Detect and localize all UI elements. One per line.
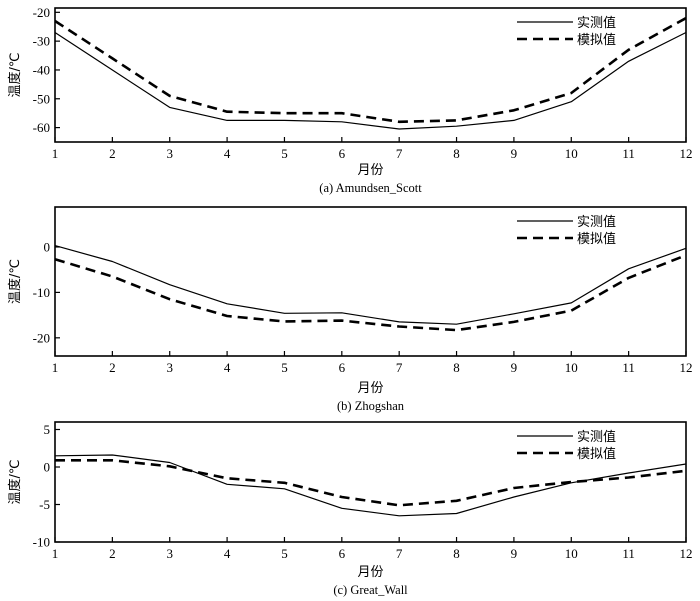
series-line-simulated	[55, 458, 687, 507]
x-tick-label: 10	[565, 360, 578, 375]
y-tick-label: -30	[33, 34, 50, 49]
x-tick-label: 6	[339, 546, 346, 561]
x-tick-label: 2	[109, 360, 116, 375]
y-tick-label: -60	[33, 120, 50, 135]
x-tick-label: 9	[511, 360, 518, 375]
x-tick-label: 8	[453, 546, 460, 561]
x-tick-label: 12	[680, 146, 693, 161]
x-tick-label: 4	[224, 146, 231, 161]
y-axis-title: 温度/℃	[7, 53, 23, 98]
x-tick-label: 3	[166, 360, 173, 375]
x-tick-label: 8	[453, 146, 460, 161]
x-tick-label: 5	[281, 546, 288, 561]
x-tick-label: 4	[224, 546, 231, 561]
x-tick-label: 5	[281, 146, 288, 161]
x-tick-label: 8	[453, 360, 460, 375]
x-tick-label: 10	[565, 146, 578, 161]
x-tick-label: 6	[339, 360, 346, 375]
series-line-observed	[54, 454, 687, 517]
x-axis-title: 月份	[357, 163, 383, 178]
chart-caption: (b) Zhogshan	[337, 399, 405, 413]
legend-label: 模拟值	[577, 446, 616, 462]
x-tick-label: 10	[565, 546, 578, 561]
x-tick-label: 12	[680, 360, 693, 375]
x-tick-label: 5	[281, 360, 288, 375]
x-tick-label: 11	[622, 146, 635, 161]
series-line-simulated	[54, 16, 687, 124]
plot-frame	[54, 421, 687, 543]
chart-caption: (a) Amundsen_Scott	[319, 181, 422, 195]
y-tick-label: -20	[33, 5, 50, 20]
y-tick-label: -10	[33, 535, 50, 550]
series-line-observed	[54, 245, 687, 325]
x-tick-label: 2	[109, 146, 116, 161]
y-tick-label: -20	[33, 330, 50, 345]
legend-label: 实测值	[577, 214, 616, 230]
chart-caption: (c) Great_Wall	[333, 583, 408, 597]
x-tick-label: 11	[622, 546, 635, 561]
x-tick-label: 7	[396, 360, 403, 375]
x-tick-label: 2	[109, 546, 116, 561]
y-tick-label: -10	[33, 285, 50, 300]
y-axis-title: 温度/℃	[7, 259, 23, 304]
y-axis-title: 温度/℃	[7, 460, 23, 505]
x-tick-label: 6	[339, 146, 346, 161]
y-tick-label: 0	[44, 239, 51, 254]
x-tick-label: 4	[224, 360, 231, 375]
series-line-observed	[54, 31, 687, 130]
y-tick-label: -40	[33, 62, 50, 77]
x-tick-label: 3	[166, 146, 173, 161]
x-tick-label: 9	[511, 546, 518, 561]
series-line-simulated	[54, 253, 687, 332]
x-tick-label: 12	[680, 546, 693, 561]
legend-label: 模拟值	[577, 32, 616, 48]
x-axis-title: 月份	[357, 565, 383, 580]
y-tick-label: 0	[44, 460, 51, 475]
x-tick-label: 1	[52, 360, 59, 375]
chart-panel-0: 1 2 3 4 5 6 7 8 9 10 11 12-20-30-40-50-60温度/℃月份(a) …	[7, 5, 693, 195]
legend-label: 实测值	[577, 429, 616, 445]
legend-label: 模拟值	[577, 231, 616, 247]
x-tick-label: 1	[52, 546, 59, 561]
x-tick-label: 11	[622, 360, 635, 375]
y-tick-label: -5	[39, 497, 50, 512]
y-tick-label: -50	[33, 91, 50, 106]
plot-frame	[54, 7, 687, 143]
x-axis-title: 月份	[357, 381, 383, 396]
legend-label: 实测值	[577, 15, 616, 31]
y-tick-label: 5	[44, 422, 51, 437]
x-tick-label: 3	[166, 546, 173, 561]
x-tick-label: 9	[511, 146, 518, 161]
plot-frame	[54, 206, 687, 357]
x-tick-label: 1	[52, 146, 59, 161]
x-tick-label: 7	[396, 146, 403, 161]
x-tick-label: 7	[396, 546, 403, 561]
